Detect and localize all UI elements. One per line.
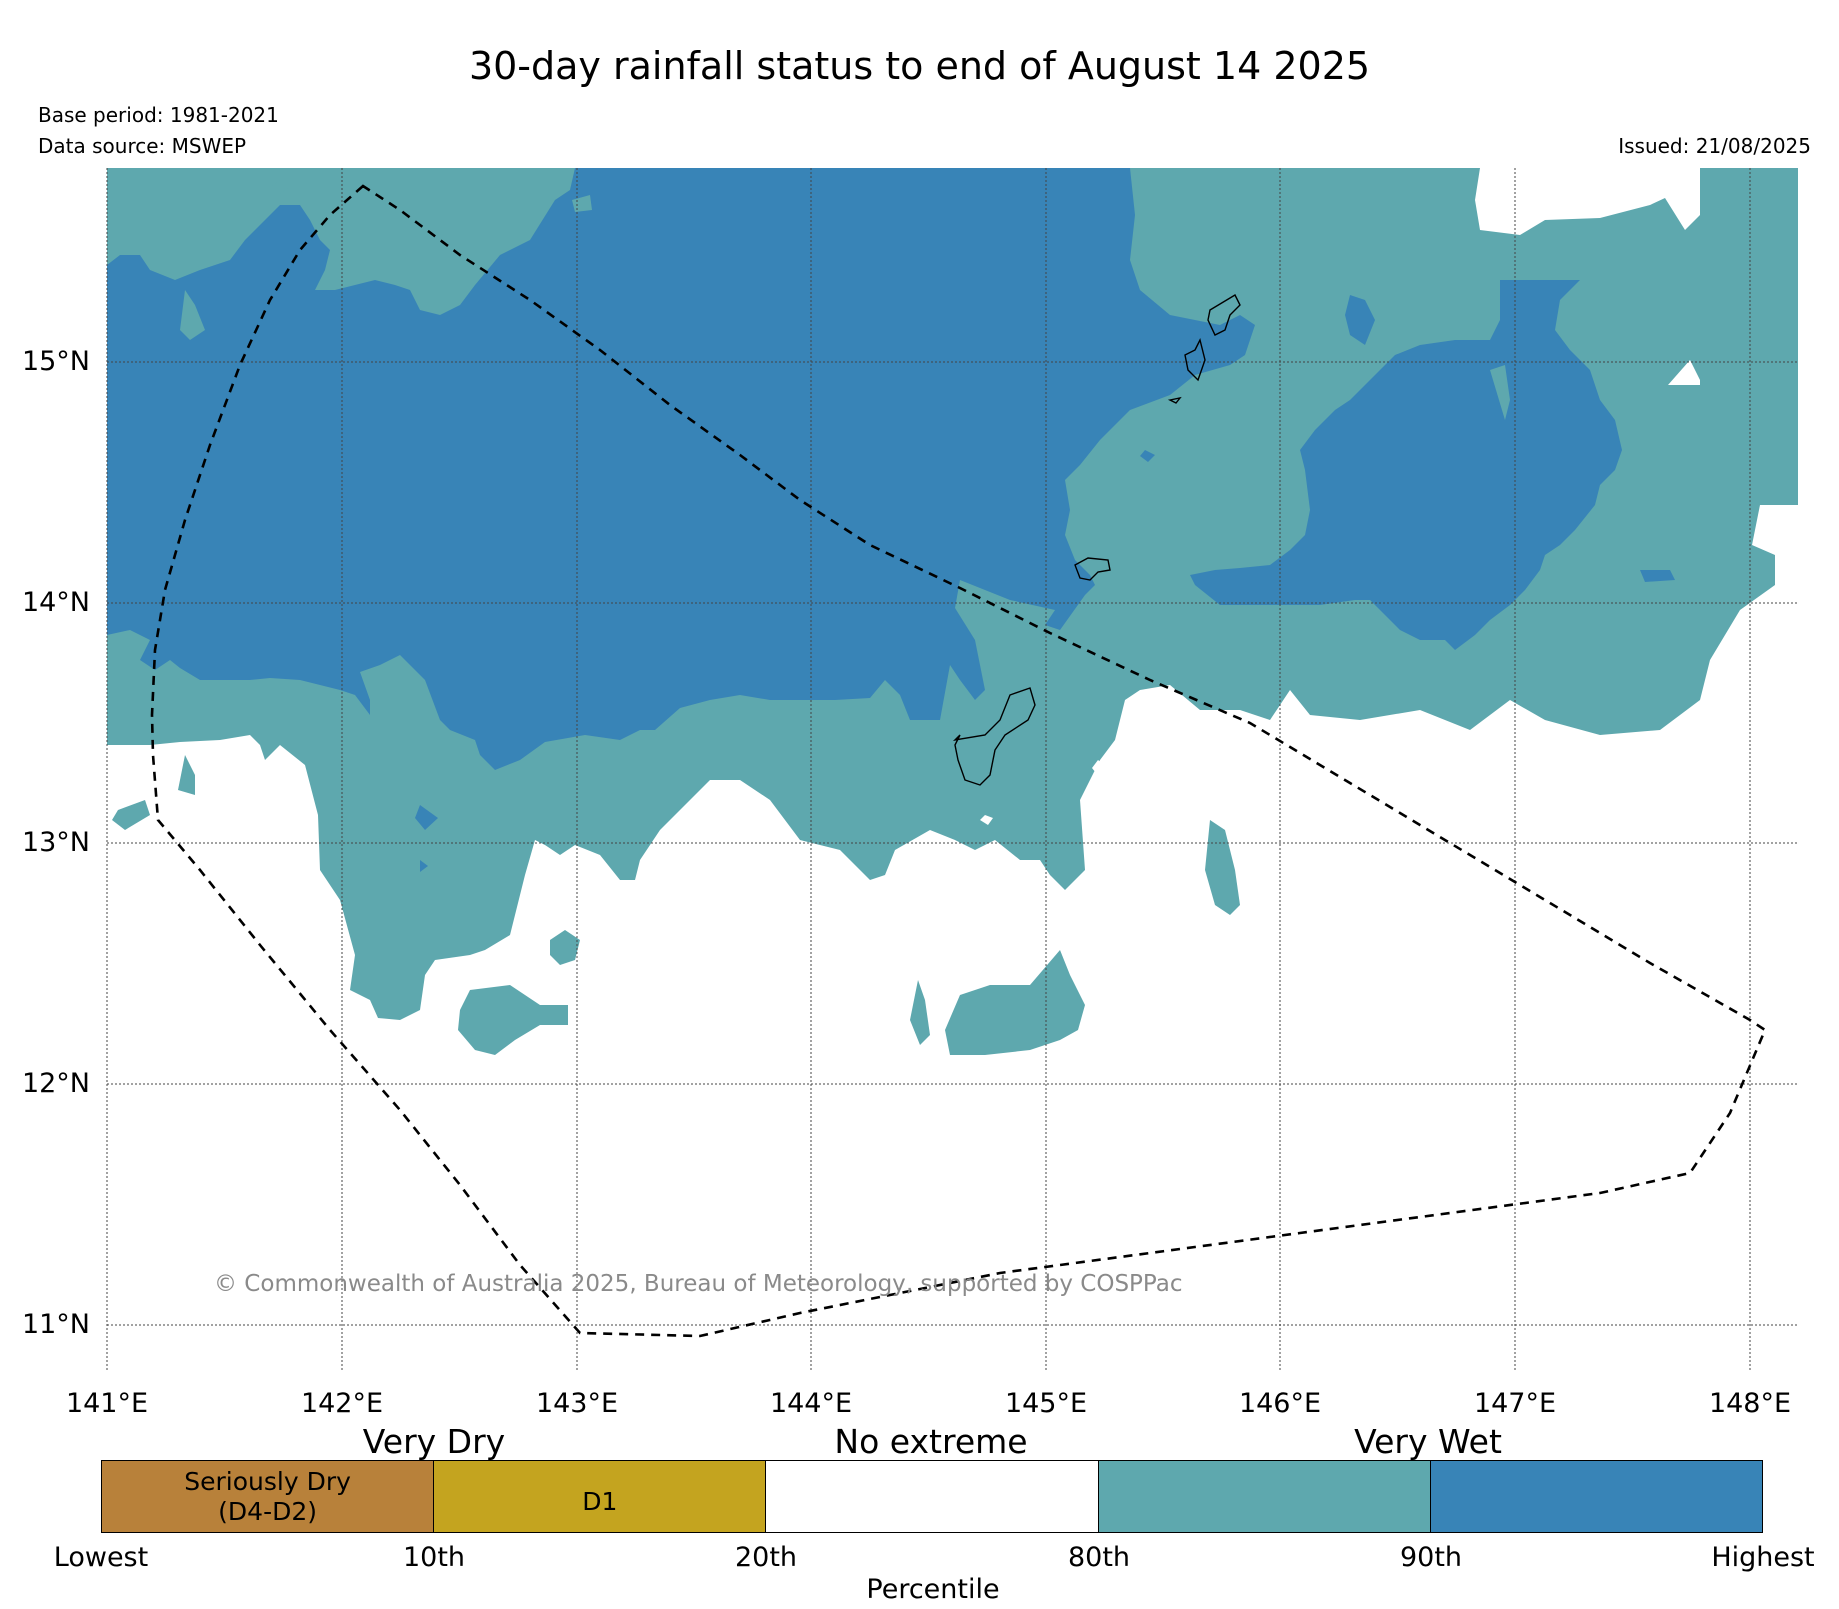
lon-tick-label: 148°E xyxy=(1708,1388,1792,1419)
wet-90-plus-region xyxy=(1640,570,1675,582)
lon-tick-label: 142°E xyxy=(300,1388,384,1419)
data-source-text: Data source: MSWEP xyxy=(38,134,247,158)
legend-bin-80-90 xyxy=(1098,1461,1431,1532)
wet-80-90-patch xyxy=(1205,820,1240,915)
wet-80-90-patch xyxy=(180,290,205,340)
lon-tick-label: 143°E xyxy=(535,1388,619,1419)
legend-category-very-dry: Very Dry xyxy=(362,1422,506,1461)
wet-80-90-patch xyxy=(1490,365,1510,420)
lat-tick-label: 13°N xyxy=(21,827,90,858)
wet-90-plus-region xyxy=(1345,295,1375,345)
wet-80-90-patch xyxy=(272,180,288,194)
base-period-text: Base period: 1981-2021 xyxy=(38,103,279,127)
legend-bin-d1: D1 xyxy=(434,1461,767,1532)
eez-boundary xyxy=(150,184,1767,1338)
wet-80-90-patch xyxy=(458,985,568,1055)
copyright-text: © Commonwealth of Australia 2025, Bureau… xyxy=(214,1271,1183,1297)
legend-bin-90-plus xyxy=(1430,1461,1763,1532)
no-extreme-hole xyxy=(980,815,993,825)
island-outline xyxy=(1167,396,1182,404)
legend-axis-label: Percentile xyxy=(866,1574,1000,1605)
legend-bound-label: 90th xyxy=(1399,1542,1463,1573)
no-extreme-hole xyxy=(1120,718,1135,745)
wet-90-plus-region xyxy=(1140,450,1155,462)
lon-tick-label: 145°E xyxy=(1004,1388,1088,1419)
wet-80-90-patch xyxy=(910,980,930,1045)
map-title: 30-day rainfall status to end of August … xyxy=(468,44,1371,88)
wet-80-90-patch xyxy=(945,950,1085,1055)
rainfall-shading xyxy=(107,168,1798,1055)
legend-bin-no-extreme xyxy=(766,1461,1099,1532)
wet-80-90-patch xyxy=(572,195,592,212)
island-outline xyxy=(952,687,1036,786)
legend-bound-label: Highest xyxy=(1711,1542,1815,1573)
no-extreme-hole xyxy=(1165,715,1198,748)
wet-80-90-patch xyxy=(112,800,150,830)
lon-tick-label: 144°E xyxy=(769,1388,853,1419)
legend-bound-label: 10th xyxy=(402,1542,466,1573)
issued-date-text: Issued: 21/08/2025 xyxy=(1618,134,1811,158)
no-extreme-hole xyxy=(1668,360,1700,385)
island-outline xyxy=(1074,557,1111,581)
lat-tick-label: 15°N xyxy=(21,346,90,377)
island-outline xyxy=(1184,337,1206,382)
lat-tick-label: 11°N xyxy=(21,1309,90,1340)
wet-90-plus-region xyxy=(107,168,1255,770)
legend-category-very-wet: Very Wet xyxy=(1354,1422,1502,1461)
wet-80-90-patch xyxy=(178,755,195,795)
lon-tick-label: 141°E xyxy=(65,1388,149,1419)
lat-tick-label: 12°N xyxy=(21,1068,90,1099)
lon-tick-label: 147°E xyxy=(1473,1388,1557,1419)
legend-bound-label: 80th xyxy=(1067,1542,1131,1573)
island-coastlines xyxy=(952,294,1241,786)
lat-tick-label: 14°N xyxy=(21,587,90,618)
legend-bin-seriously-dry: Seriously Dry (D4-D2) xyxy=(102,1461,435,1532)
map-grid xyxy=(106,168,1798,1370)
no-extreme-hole xyxy=(1092,760,1110,778)
legend-colorbar: Seriously Dry (D4-D2) D1 xyxy=(101,1460,1763,1533)
wet-90-plus-region xyxy=(420,860,428,872)
legend-bound-label: Lowest xyxy=(53,1542,149,1573)
legend-category-no-extreme: No extreme xyxy=(834,1422,1028,1461)
no-extreme-hole xyxy=(1610,168,1630,190)
lon-tick-label: 146°E xyxy=(1238,1388,1322,1419)
wet-90-plus-region xyxy=(1190,280,1622,650)
no-extreme-hole xyxy=(1475,168,1700,235)
no-extreme-hole xyxy=(1200,785,1222,805)
island-outline xyxy=(1207,294,1241,336)
wet-80-90-patch xyxy=(550,930,580,965)
wet-90-plus-region xyxy=(415,805,438,830)
legend-bound-label: 20th xyxy=(734,1542,798,1573)
